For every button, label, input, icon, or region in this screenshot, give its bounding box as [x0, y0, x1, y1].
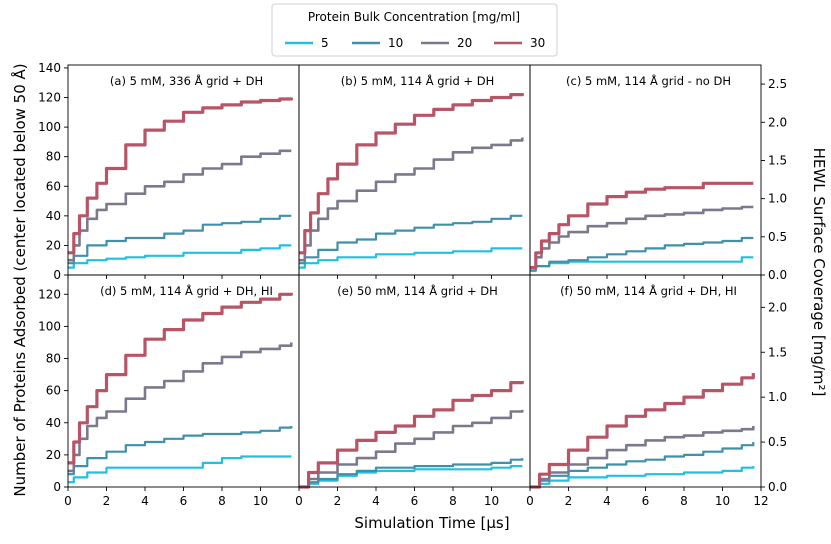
series-line-20	[530, 205, 754, 269]
series-line-5	[299, 247, 523, 269]
series-line-30	[530, 373, 755, 489]
panel-4: (d) 5 mM, 114 Å grid + DH, HI0 2 4 6 8 100204…	[38, 274, 300, 508]
y-tick-label: 40	[46, 209, 61, 223]
legend-label-20: 20	[457, 36, 472, 50]
y-tick-label: 80	[46, 150, 61, 164]
y-axis-label-left: Number of Proteins Adsorbed (center loca…	[10, 63, 29, 496]
panel-title: (b) 5 mM, 114 Å grid + DH	[341, 73, 494, 88]
panel-3: (c) 5 mM, 114 Å grid - no DH 0.0 0.5 1.0 1.5…	[529, 64, 787, 282]
right-y-tick-label: 0.0	[768, 480, 787, 494]
panel-frame	[298, 274, 531, 488]
series-line-30	[299, 381, 524, 489]
legend-title: Protein Bulk Concentration [mg/ml]	[308, 10, 520, 24]
legend-label-5: 5	[321, 36, 329, 50]
series-line-20	[299, 137, 524, 262]
panels: (a) 5 mM, 336 Å grid + DH020406080100120…	[38, 61, 787, 508]
panel-title: (a) 5 mM, 336 Å grid + DH	[110, 73, 263, 88]
x-tick-label: 6	[180, 494, 188, 508]
series-line-5	[530, 466, 755, 489]
panel-title: (c) 5 mM, 114 Å grid - no DH	[566, 73, 731, 88]
y-tick-label: 0	[53, 480, 61, 494]
series-line-20	[530, 426, 755, 489]
y-tick-label: 0	[53, 268, 61, 282]
x-axis-label: Simulation Time [μs]	[354, 514, 509, 532]
x-tick-label: 6	[411, 494, 419, 508]
legend-box	[271, 3, 558, 57]
y-tick-label: 20	[46, 238, 61, 252]
right-y-tick-label: 0.5	[768, 230, 787, 244]
series-line-10	[68, 426, 293, 476]
right-y-tick-label: 2.5	[768, 77, 787, 91]
y-tick-label: 60	[46, 384, 61, 398]
x-tick-label: 0	[526, 494, 534, 508]
y-tick-label: 80	[46, 352, 61, 366]
series-line-30	[530, 181, 754, 270]
series-line-5	[299, 465, 523, 489]
series-line-10	[299, 458, 524, 489]
x-tick-label: 4	[603, 494, 611, 508]
x-tick-label: 12	[753, 494, 768, 508]
right-y-tick-label: 2.0	[768, 115, 787, 129]
x-tick-label: 8	[218, 494, 226, 508]
series-line-10	[68, 214, 292, 265]
x-tick-label: 4	[141, 494, 149, 508]
y-tick-label: 100	[38, 120, 61, 134]
x-tick-label: 0	[64, 494, 72, 508]
series-line-20	[68, 342, 293, 473]
series-line-10	[530, 442, 755, 489]
x-tick-label: 0	[295, 494, 303, 508]
x-tick-label: 4	[372, 494, 380, 508]
x-tick-label: 8	[449, 494, 457, 508]
right-y-tick-label: 0.0	[768, 268, 787, 282]
legend-items: 5 10 20 30	[285, 36, 545, 50]
panel-5: (e) 50 mM, 114 Å grid + DH 0 2 4 6 8 10	[295, 274, 531, 508]
right-y-tick-label: 0.5	[768, 435, 787, 449]
y-axis-label-right: HEWL Surface Coverage [mg/m²]	[810, 148, 828, 397]
panel-6: (f) 50 mM, 114 Å grid + DH, HI0 2 4 6 8 10 120…	[526, 274, 787, 508]
panel-frame	[529, 274, 762, 488]
right-y-tick-label: 1.5	[768, 345, 787, 359]
legend-label-30: 30	[530, 36, 545, 50]
x-tick-label: 2	[103, 494, 111, 508]
panel-title: (f) 50 mM, 114 Å grid + DH, HI	[560, 283, 737, 298]
x-tick-label: 2	[565, 494, 573, 508]
y-tick-label: 60	[46, 179, 61, 193]
panel-frame	[67, 64, 300, 276]
series-line-5	[68, 244, 292, 269]
y-tick-label: 20	[46, 448, 61, 462]
series-line-20	[299, 409, 524, 489]
panel-1: (a) 5 mM, 336 Å grid + DH 0 20 40 60 80 100 120…	[38, 61, 300, 282]
right-y-tick-label: 2.0	[768, 300, 787, 314]
x-tick-label: 2	[334, 494, 342, 508]
panel-title: (e) 50 mM, 114 Å grid + DH	[337, 283, 498, 298]
right-y-tick-label: 1.0	[768, 192, 787, 206]
series-line-30	[68, 292, 293, 465]
y-tick-label: 100	[38, 319, 61, 333]
x-tick-label: 8	[680, 494, 688, 508]
legend: Protein Bulk Concentration [mg/ml] 5 10 20…	[271, 3, 558, 57]
legend-label-10: 10	[388, 36, 403, 50]
y-tick-label: 140	[38, 61, 61, 75]
series-line-5	[530, 256, 754, 272]
x-tick-label: 10	[484, 494, 499, 508]
x-tick-label: 10	[715, 494, 730, 508]
series-line-30	[68, 97, 293, 255]
series-line-10	[530, 236, 754, 272]
right-y-tick-label: 1.0	[768, 390, 787, 404]
panel-title: (d) 5 mM, 114 Å grid + DH, HI	[100, 283, 273, 298]
panel-frame	[529, 64, 762, 276]
x-tick-label: 10	[253, 494, 268, 508]
series-line-5	[68, 455, 292, 484]
panel-2: (b) 5 mM, 114 Å grid + DH	[298, 64, 531, 279]
series-line-10	[299, 214, 523, 265]
series-line-30	[299, 93, 524, 255]
right-y-tick-label: 1.5	[768, 153, 787, 167]
series-line-20	[68, 149, 292, 262]
y-tick-label: 40	[46, 416, 61, 430]
x-tick-label: 6	[642, 494, 650, 508]
y-tick-label: 120	[38, 91, 61, 105]
y-tick-label: 120	[38, 287, 61, 301]
